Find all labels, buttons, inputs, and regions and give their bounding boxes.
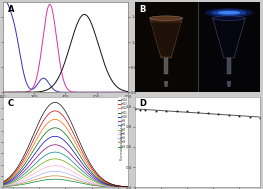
Text: D: D <box>140 99 147 108</box>
Legend: pH14, pH13, pH12, pH11, pH10, pH9, pH8, pH7, pH6, pH5, pH4, pH3: pH14, pH13, pH12, pH11, pH10, pH9, pH8, … <box>118 97 128 149</box>
Y-axis label: Fluorescence Intensity a.u.: Fluorescence Intensity a.u. <box>120 123 124 160</box>
Bar <box>164 58 168 74</box>
Polygon shape <box>150 18 183 58</box>
Bar <box>227 58 231 74</box>
Ellipse shape <box>211 10 246 16</box>
Polygon shape <box>227 81 231 87</box>
Text: C: C <box>8 99 14 108</box>
Text: A: A <box>8 5 14 14</box>
Ellipse shape <box>213 16 245 20</box>
Ellipse shape <box>150 16 183 20</box>
Text: B: B <box>140 5 146 14</box>
Y-axis label: Fluorescence Intensity a.u.: Fluorescence Intensity a.u. <box>139 29 143 66</box>
Ellipse shape <box>218 11 240 15</box>
Polygon shape <box>151 23 181 56</box>
Ellipse shape <box>205 8 253 17</box>
Bar <box>198 2 260 92</box>
X-axis label: Wavelength/nm: Wavelength/nm <box>52 100 79 104</box>
Polygon shape <box>164 81 168 87</box>
Polygon shape <box>213 18 245 58</box>
Bar <box>135 2 198 92</box>
